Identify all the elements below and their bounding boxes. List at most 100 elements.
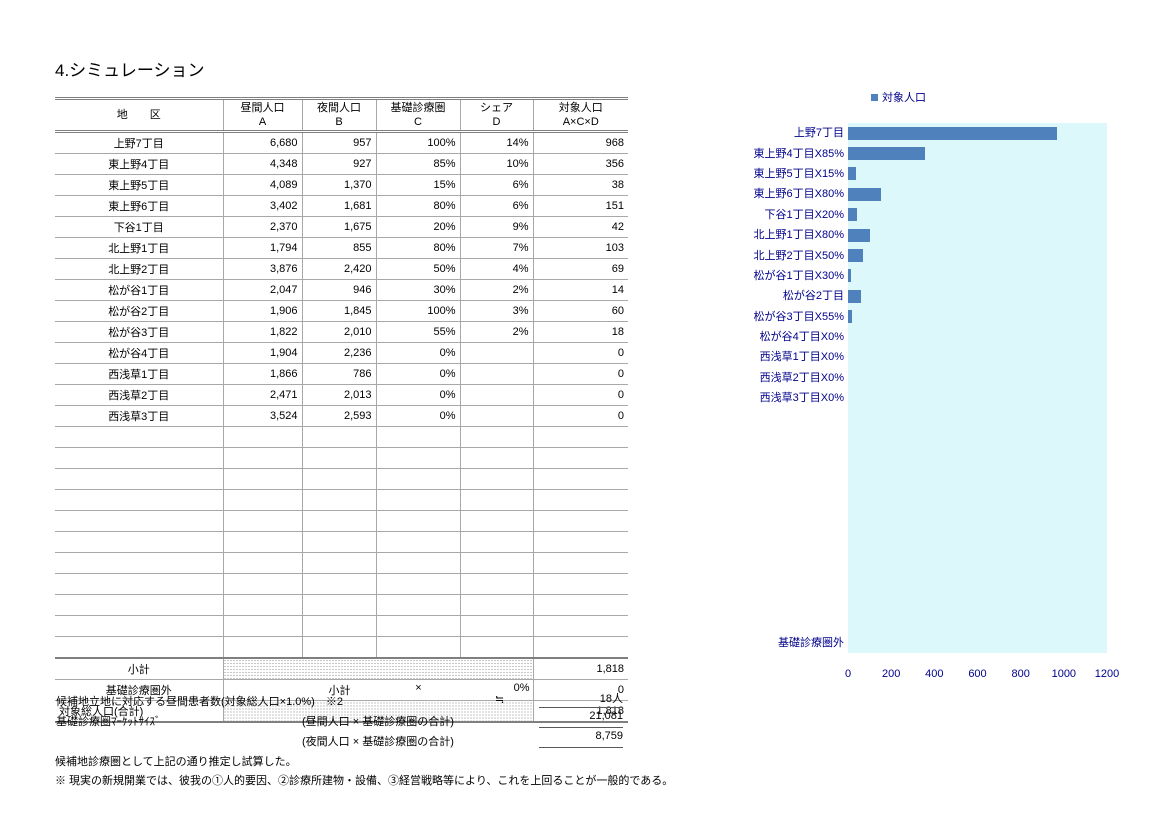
- day-population-cell: 3,524: [222, 405, 302, 427]
- x-axis-tick-label: 1000: [1051, 668, 1077, 680]
- empty-table-row: [55, 615, 628, 637]
- empty-cell: [375, 426, 460, 448]
- target-population-cell: 38: [532, 174, 628, 196]
- empty-cell: [222, 573, 302, 595]
- empty-cell: [301, 468, 376, 490]
- x-axis-tick-label: 800: [1011, 668, 1030, 680]
- outside-area-formula-cell: 小計 × 0%: [222, 679, 533, 701]
- empty-table-row: [55, 636, 628, 659]
- coverage-cell: 55%: [375, 321, 460, 343]
- empty-cell: [55, 447, 223, 469]
- chart-bar: [848, 269, 851, 283]
- coverage-cell: 80%: [375, 237, 460, 259]
- empty-cell: [375, 447, 460, 469]
- header-share: シェア D: [459, 97, 533, 133]
- share-cell: 6%: [459, 195, 533, 217]
- empty-cell: [532, 573, 628, 595]
- empty-cell: [532, 552, 628, 574]
- empty-cell: [375, 552, 460, 574]
- empty-table-row: [55, 489, 628, 511]
- empty-cell: [532, 510, 628, 532]
- outside-subtotal-label: 小計: [328, 685, 351, 697]
- share-cell: [459, 363, 533, 385]
- empty-table-row: [55, 594, 628, 616]
- empty-cell: [459, 531, 533, 553]
- share-cell: [459, 342, 533, 364]
- night-population-cell: 2,420: [301, 258, 376, 280]
- table-row: 上野7丁目 6,680 957 100% 14% 968: [55, 131, 628, 154]
- empty-cell: [375, 594, 460, 616]
- table-row: 松が谷2丁目 1,906 1,845 100% 3% 60: [55, 300, 628, 322]
- district-cell: 西浅草3丁目: [55, 405, 223, 427]
- chart-bar: [848, 208, 857, 222]
- chart-category-label: 北上野2丁目X50%: [753, 249, 844, 262]
- chart-plot-area: [848, 123, 1107, 653]
- empty-cell: [55, 594, 223, 616]
- chart-bar: [848, 147, 925, 161]
- district-cell: 北上野1丁目: [55, 237, 223, 259]
- header-coverage: 基礎診療圏 C: [375, 97, 460, 133]
- table-row: 北上野2丁目 3,876 2,420 50% 4% 69: [55, 258, 628, 280]
- table-body: 上野7丁目 6,680 957 100% 14% 968 東上野4丁目 4,348 927 85%…: [55, 131, 628, 659]
- x-axis-tick-label: 600: [968, 668, 987, 680]
- empty-table-row: [55, 468, 628, 490]
- total-row: 対象総人口(合計) 1,818: [55, 700, 628, 723]
- district-cell: 松が谷1丁目: [55, 279, 223, 301]
- empty-cell: [459, 552, 533, 574]
- day-population-cell: 1,904: [222, 342, 302, 364]
- share-cell: 14%: [459, 131, 533, 154]
- district-cell: 西浅草1丁目: [55, 363, 223, 385]
- table-row: 東上野6丁目 3,402 1,681 80% 6% 151: [55, 195, 628, 217]
- table-row: 下谷1丁目 2,370 1,675 20% 9% 42: [55, 216, 628, 238]
- chart-category-label: 東上野6丁目X80%: [753, 188, 844, 201]
- empty-cell: [222, 426, 302, 448]
- target-population-cell: 69: [532, 258, 628, 280]
- chart-category-label: 西浅草2丁目X0%: [759, 371, 844, 384]
- empty-cell: [459, 489, 533, 511]
- day-population-cell: 3,876: [222, 258, 302, 280]
- empty-cell: [222, 468, 302, 490]
- empty-cell: [55, 636, 223, 659]
- day-population-cell: 2,047: [222, 279, 302, 301]
- district-cell: 北上野2丁目: [55, 258, 223, 280]
- empty-cell: [459, 573, 533, 595]
- night-population-cell: 2,236: [301, 342, 376, 364]
- market-size-label: 基礎診療圏ﾏｰｹｯﾄｻｲｽﾞ: [56, 716, 161, 728]
- chart-bar: [848, 126, 1057, 140]
- empty-cell: [532, 468, 628, 490]
- coverage-cell: 50%: [375, 258, 460, 280]
- footnote-estimate: 候補地診療圏として上記の通り推定し試算した。: [55, 756, 297, 768]
- empty-cell: [459, 426, 533, 448]
- target-population-cell: 0: [532, 342, 628, 364]
- share-cell: 2%: [459, 279, 533, 301]
- share-cell: [459, 405, 533, 427]
- coverage-cell: 15%: [375, 174, 460, 196]
- empty-cell: [301, 552, 376, 574]
- day-population-cell: 4,089: [222, 174, 302, 196]
- empty-cell: [222, 552, 302, 574]
- empty-cell: [55, 615, 223, 637]
- target-population-cell: 103: [532, 237, 628, 259]
- coverage-cell: 20%: [375, 216, 460, 238]
- district-cell: 松が谷3丁目: [55, 321, 223, 343]
- empty-cell: [301, 447, 376, 469]
- outside-area-value: 0: [532, 679, 628, 701]
- empty-cell: [375, 489, 460, 511]
- district-cell: 下谷1丁目: [55, 216, 223, 238]
- day-population-cell: 3,402: [222, 195, 302, 217]
- total-shaded-cell: [222, 700, 533, 723]
- header-row: 地 区 昼間人口 A 夜間人口 B 基礎診療圏 C シェア D: [55, 97, 628, 133]
- empty-cell: [532, 615, 628, 637]
- empty-cell: [375, 468, 460, 490]
- chart-category-label: 松が谷2丁目: [782, 290, 844, 303]
- market-day-formula: (昼間人口 × 基礎診療圏の合計): [302, 716, 454, 728]
- subtotal-label: 小計: [55, 658, 223, 680]
- x-axis-tick-label: 200: [881, 668, 901, 680]
- x-axis-tick-label: 0: [844, 668, 852, 680]
- empty-cell: [459, 636, 533, 659]
- district-cell: 東上野6丁目: [55, 195, 223, 217]
- day-population-cell: 1,866: [222, 363, 302, 385]
- table-row: 松が谷1丁目 2,047 946 30% 2% 14: [55, 279, 628, 301]
- coverage-cell: 80%: [375, 195, 460, 217]
- empty-cell: [301, 510, 376, 532]
